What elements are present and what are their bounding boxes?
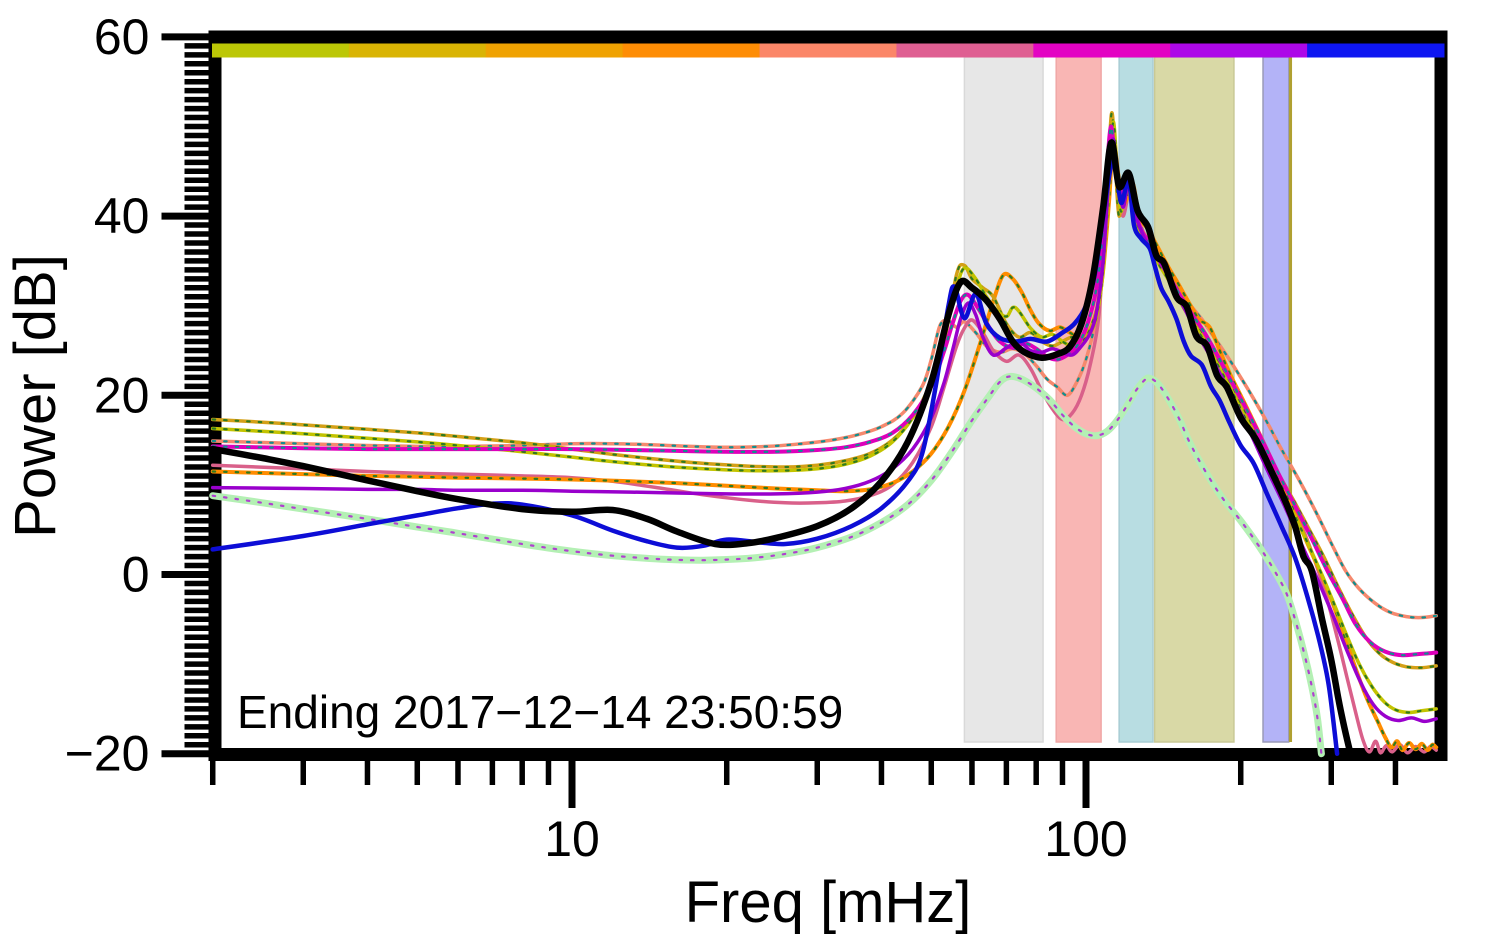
x-tick-label-100: 100 [1044, 811, 1127, 867]
y-tick-label-−20: −20 [65, 726, 150, 782]
curve-palegreen-dotted-overlay [211, 375, 1323, 755]
colorbar-segment-7 [1033, 43, 1171, 58]
annotation-ending-time: Ending 2017−12−14 23:50:59 [237, 686, 843, 738]
curve-blue [210, 152, 1340, 756]
top-colorbar-layer [212, 43, 1445, 58]
y-axis-title: Power [dB] [3, 254, 68, 538]
colorbar-segment-9 [1307, 43, 1445, 58]
band-gray [963, 56, 1044, 743]
curve-black [209, 139, 1354, 757]
tick-labels-layer: −20 0 20 40 60 10 100 [65, 9, 1128, 867]
x-tick-label-10: 10 [544, 811, 600, 867]
band-lightblue [1118, 56, 1154, 743]
axes-frame-layer [208, 30, 1448, 761]
y-tick-label-40: 40 [94, 188, 150, 244]
spectra-curves-layer [209, 111, 1439, 758]
colorbar-segment-1 [212, 43, 350, 58]
colorbar-segment-4 [622, 43, 761, 58]
colorbar-segment-8 [1170, 43, 1308, 58]
x-axis-title: Freq [mHz] [685, 870, 972, 935]
curve-magenta-dotted-overlay [211, 125, 1438, 657]
colorbar-segment-3 [485, 43, 624, 58]
y-tick-label-60: 60 [94, 9, 150, 65]
curve-magenta [210, 124, 1439, 658]
colorbar-segment-6 [896, 43, 1034, 58]
band-lavender [1262, 56, 1290, 743]
curve-gold [210, 111, 1438, 670]
y-tick-label-0: 0 [122, 547, 150, 603]
colorbar-segment-5 [759, 43, 897, 58]
axis-ticks-layer [161, 33, 1399, 808]
curve-gold-dotted-overlay [211, 111, 1438, 669]
y-tick-label-20: 20 [94, 367, 150, 423]
curve-salmon [210, 133, 1438, 620]
colorbar-segment-2 [348, 43, 487, 58]
plot-frame [208, 30, 1448, 761]
